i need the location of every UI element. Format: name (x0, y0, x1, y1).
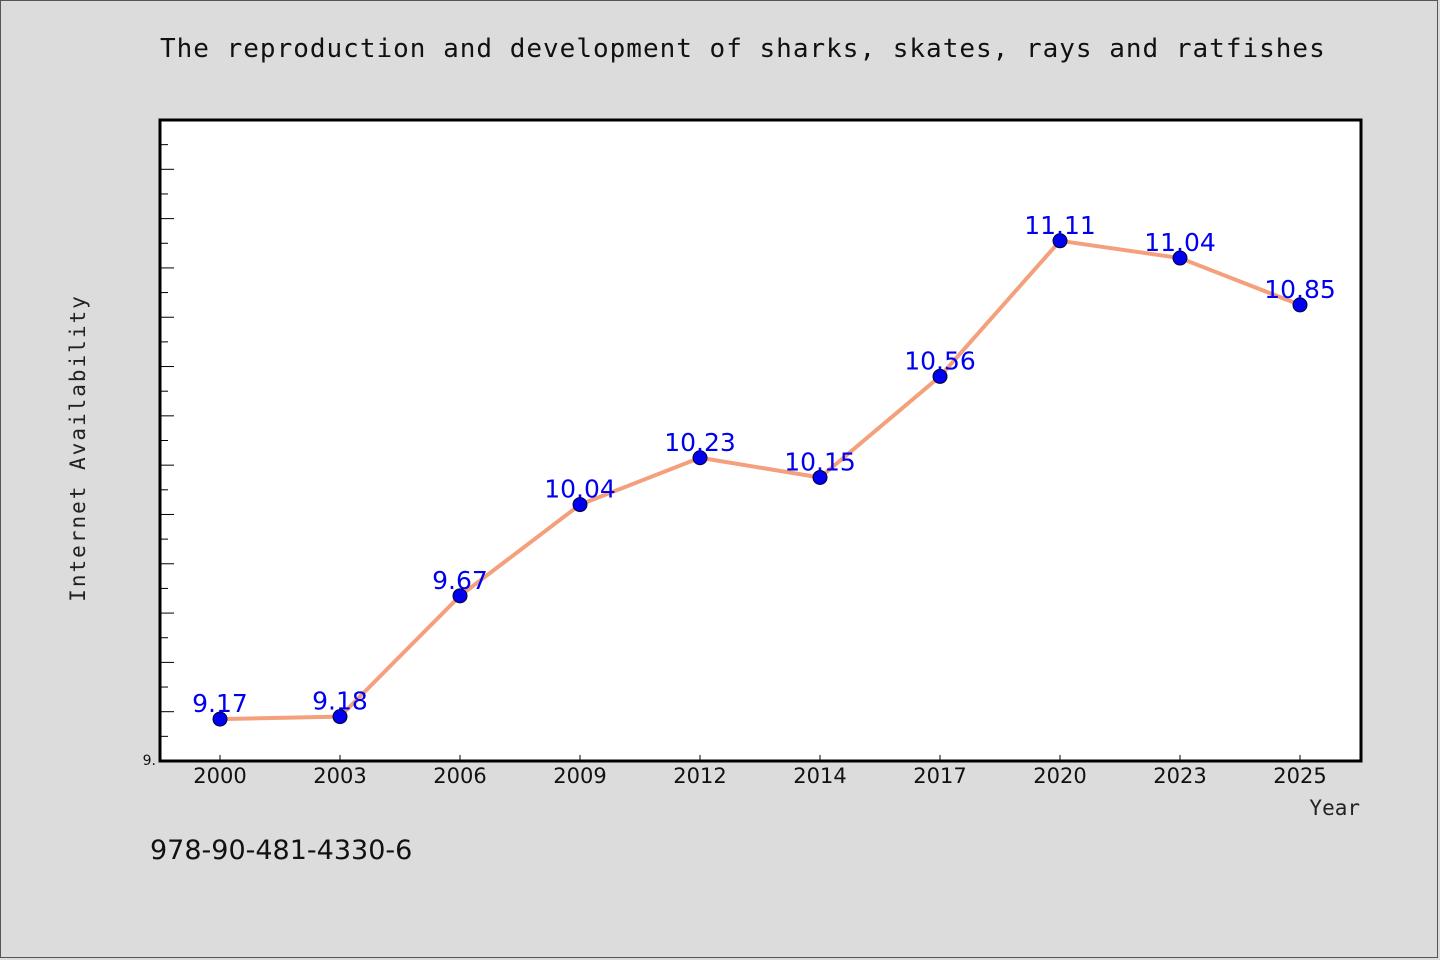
data-point (572, 497, 588, 513)
y-axis-ticks: 9. (143, 119, 174, 769)
x-tick-label: 2006 (433, 764, 486, 788)
data-label: 10.56 (904, 346, 976, 375)
x-tick-label: 2023 (1153, 764, 1206, 788)
x-tick-label: 2012 (673, 764, 726, 788)
data-label: 9.67 (432, 566, 488, 595)
x-tick-label: 2020 (1033, 764, 1086, 788)
data-label: 10.23 (664, 428, 736, 457)
series-line (219, 238, 1301, 722)
data-label: 9.17 (192, 689, 248, 718)
x-axis-ticks: 2000 2003 2006 2009 2012 2014 2017 2020 2023 2025 (193, 755, 1327, 788)
data-label: 10.04 (544, 475, 616, 504)
data-label: 9.18 (312, 687, 368, 716)
data-label: 10.85 (1264, 275, 1336, 304)
data-markers (212, 233, 1308, 727)
x-tick-label: 2017 (913, 764, 966, 788)
data-point (332, 709, 348, 725)
data-labels: 9.17 9.18 9.67 10.04 10.23 10.15 10.56 11.11 11.… (192, 211, 1336, 718)
x-tick-label: 2014 (793, 764, 846, 788)
x-tick-label: 2009 (553, 764, 606, 788)
data-point (212, 711, 228, 727)
data-label: 10.15 (784, 447, 856, 476)
data-point (692, 450, 708, 466)
data-point (932, 368, 948, 384)
data-point (812, 469, 828, 485)
chart-title: The reproduction and development of shar… (160, 34, 1326, 64)
x-tick-label: 2003 (313, 764, 366, 788)
data-label: 11.04 (1144, 228, 1216, 257)
data-point (1172, 250, 1188, 266)
y-tick-label: 9. (143, 753, 156, 769)
data-point (452, 588, 468, 604)
isbn-annotation: 978-90-481-4330-6 (150, 835, 413, 866)
plot-area (158, 118, 1363, 763)
x-tick-label: 2000 (193, 764, 246, 788)
data-label: 11.11 (1024, 211, 1096, 240)
data-point (1052, 233, 1068, 249)
x-axis-label: Year (1309, 796, 1360, 820)
data-point (1292, 297, 1308, 313)
x-tick-label: 2025 (1273, 764, 1326, 788)
